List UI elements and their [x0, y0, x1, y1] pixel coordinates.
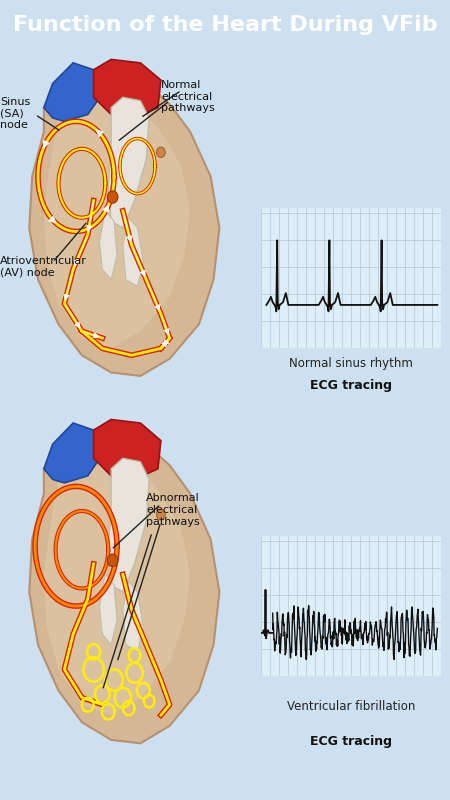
- Text: Normal sinus rhythm: Normal sinus rhythm: [289, 357, 413, 370]
- Polygon shape: [44, 63, 103, 122]
- Text: Abnormal
electrical
pathways: Abnormal electrical pathways: [146, 494, 200, 526]
- Polygon shape: [123, 582, 144, 652]
- Polygon shape: [99, 210, 117, 280]
- Polygon shape: [99, 574, 117, 645]
- Text: Sinus
(SA)
node: Sinus (SA) node: [0, 98, 30, 130]
- Polygon shape: [94, 419, 161, 479]
- Circle shape: [157, 147, 165, 158]
- Circle shape: [108, 554, 118, 566]
- Polygon shape: [108, 98, 149, 228]
- Polygon shape: [44, 423, 103, 483]
- Text: Normal
electrical
pathways: Normal electrical pathways: [161, 80, 215, 114]
- Polygon shape: [44, 98, 190, 349]
- Polygon shape: [29, 74, 220, 376]
- Polygon shape: [29, 434, 220, 743]
- Polygon shape: [94, 59, 161, 118]
- Polygon shape: [44, 458, 190, 715]
- Polygon shape: [108, 458, 149, 592]
- Circle shape: [108, 191, 118, 203]
- Polygon shape: [123, 218, 144, 286]
- Text: ECG tracing: ECG tracing: [310, 735, 392, 749]
- Text: Function of the Heart During VFib: Function of the Heart During VFib: [13, 15, 437, 35]
- Text: Ventricular fibrillation: Ventricular fibrillation: [287, 700, 415, 714]
- Circle shape: [157, 510, 165, 520]
- Text: Atrioventricular
(AV) node: Atrioventricular (AV) node: [0, 255, 87, 277]
- Text: ECG tracing: ECG tracing: [310, 379, 392, 392]
